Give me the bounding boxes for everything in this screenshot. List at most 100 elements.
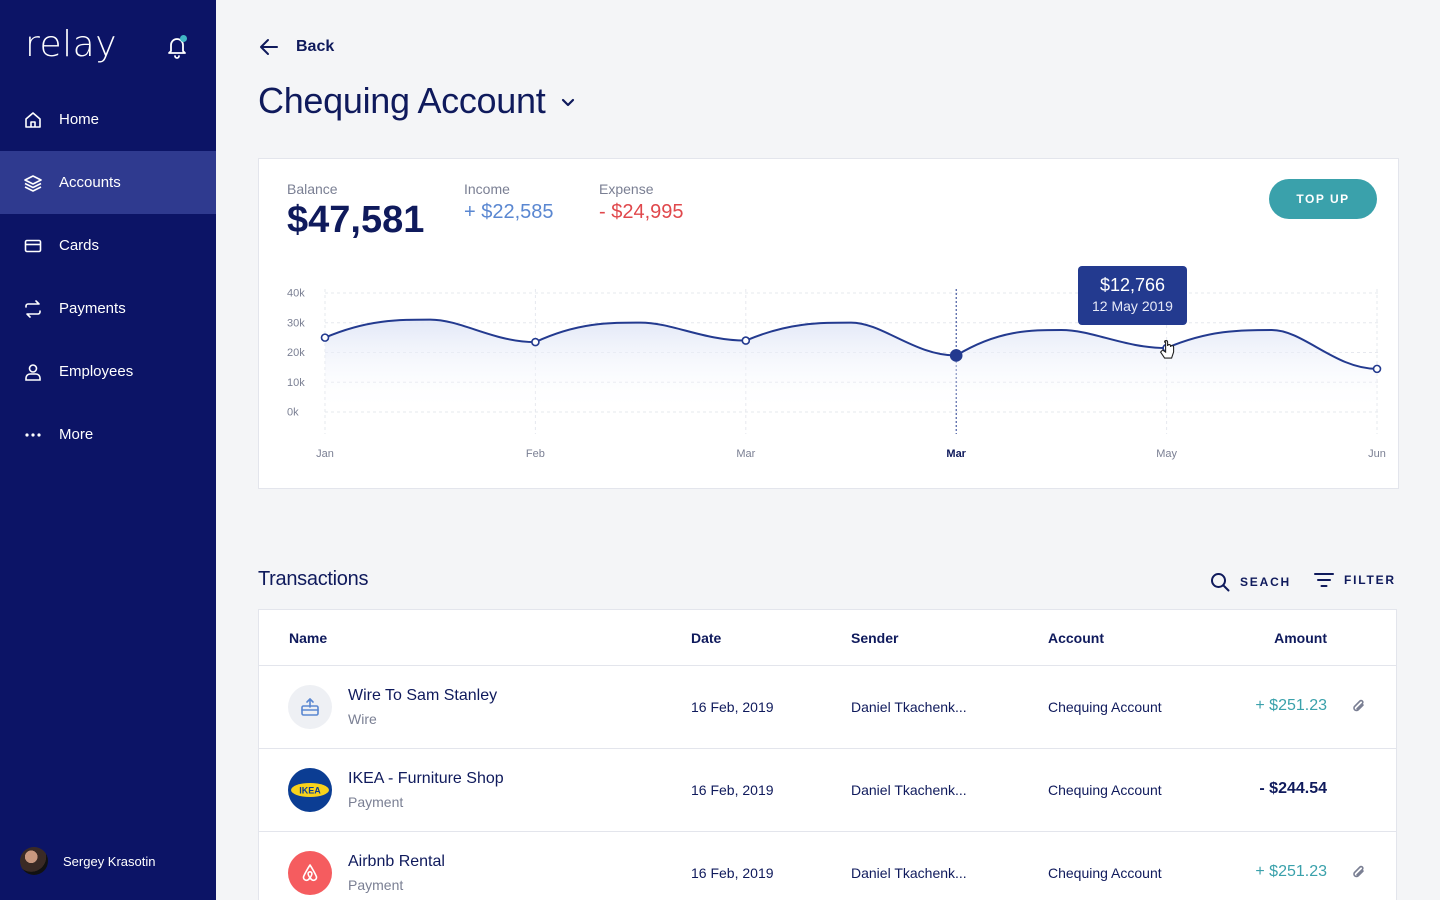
x-tick-label: Jun [1368, 448, 1386, 460]
x-tick-label: Feb [526, 448, 545, 460]
transaction-type: Payment [348, 794, 404, 810]
sidebar-item-accounts[interactable]: Accounts [0, 151, 216, 214]
expense-stat: Expense - $24,995 [599, 181, 684, 224]
transaction-amount: + $251.23 [1255, 697, 1327, 714]
x-tick-label: May [1156, 448, 1177, 460]
sidebar-item-label: Employees [59, 363, 134, 380]
sidebar-item-label: Cards [59, 237, 100, 254]
arrow-left-icon [260, 39, 278, 55]
balance-value: $47,581 [287, 199, 425, 241]
page-title: Chequing Account [258, 80, 546, 121]
paperclip-icon[interactable] [1352, 864, 1366, 885]
chevron-down-icon[interactable] [561, 95, 575, 113]
page-title-row: Chequing Account [258, 80, 575, 122]
sidebar-item-label: Accounts [59, 174, 121, 191]
table-row[interactable]: IKEA IKEA - Furniture Shop Payment 16 Fe… [259, 748, 1396, 831]
income-stat: Income + $22,585 [464, 181, 554, 224]
transaction-sender: Daniel Tkachenk... [851, 782, 967, 798]
column-header-date[interactable]: Date [691, 630, 722, 646]
sidebar-item-payments[interactable]: Payments [0, 277, 216, 340]
transactions-title: Transactions [258, 568, 369, 590]
hand-cursor-icon [1159, 340, 1175, 359]
transaction-account: Chequing Account [1048, 782, 1162, 798]
transaction-name: Wire To Sam Stanley [348, 687, 498, 704]
transaction-account: Chequing Account [1048, 865, 1162, 881]
card-icon [24, 237, 42, 255]
balance-stat: Balance $47,581 [287, 181, 424, 242]
user-profile[interactable]: Sergey Krasotin [20, 847, 156, 875]
sidebar-item-home[interactable]: Home [0, 88, 216, 151]
y-tick-label: 0k [287, 407, 299, 419]
transactions-table: Name Date Sender Account Amount Wire To … [258, 609, 1397, 900]
table-row[interactable]: Airbnb Rental Payment 16 Feb, 2019 Danie… [259, 831, 1396, 900]
transaction-sender: Daniel Tkachenk... [851, 699, 967, 715]
transaction-date: 16 Feb, 2019 [691, 699, 774, 715]
chart-point [1372, 364, 1382, 374]
sidebar-item-employees[interactable]: Employees [0, 340, 216, 403]
notification-bell-icon[interactable] [164, 34, 190, 60]
sidebar-nav: Home Accounts Cards Payments Employees [0, 88, 216, 466]
transaction-type: Wire [348, 711, 377, 727]
balance-label: Balance [287, 181, 338, 197]
transaction-sender: Daniel Tkachenk... [851, 865, 967, 881]
chart-point [741, 336, 751, 345]
income-label: Income [464, 181, 510, 197]
transaction-date: 16 Feb, 2019 [691, 782, 774, 798]
transaction-amount: + $251.23 [1255, 863, 1327, 880]
user-name: Sergey Krasotin [63, 853, 156, 869]
search-icon [1211, 573, 1230, 592]
filter-icon [1314, 573, 1334, 587]
expense-value: - $24,995 [599, 201, 684, 223]
chart-point [531, 337, 540, 347]
column-header-account[interactable]: Account [1048, 630, 1104, 646]
sidebar-item-cards[interactable]: Cards [0, 214, 216, 277]
tooltip-date: 12 May 2019 [1092, 298, 1173, 314]
airbnb-logo [288, 851, 332, 895]
transaction-name: Airbnb Rental [348, 853, 445, 870]
user-icon [24, 363, 42, 381]
column-header-sender[interactable]: Sender [851, 630, 899, 646]
avatar [20, 847, 48, 875]
back-button[interactable]: Back [258, 36, 334, 58]
account-summary-card: Balance $47,581 Income + $22,585 Expense… [258, 158, 1399, 489]
income-value: + $22,585 [464, 201, 554, 223]
svg-text:IKEA: IKEA [299, 786, 321, 796]
y-tick-label: 30k [287, 317, 305, 329]
column-header-amount[interactable]: Amount [1274, 630, 1327, 646]
chart-point-selected [949, 349, 963, 362]
search-button[interactable]: SEACH [1210, 572, 1291, 592]
ikea-logo: IKEA [288, 768, 332, 812]
chart-tooltip: $12,766 12 May 2019 [1078, 266, 1187, 325]
chart-series-line [324, 318, 1378, 370]
notification-dot [180, 35, 187, 42]
balance-line-chart: 40k 30k 20k 10k 0k Jan Feb Mar Mar May Jun [287, 288, 1386, 461]
home-icon [24, 111, 42, 129]
sidebar-item-label: Payments [59, 300, 126, 317]
transaction-account: Chequing Account [1048, 699, 1162, 715]
sidebar-item-label: Home [59, 111, 100, 128]
more-dots-icon [24, 426, 42, 444]
brand-logo[interactable]: relay [25, 24, 118, 65]
search-label: SEACH [1240, 575, 1292, 589]
filter-label: FILTER [1344, 573, 1396, 587]
table-row[interactable]: Wire To Sam Stanley Wire 16 Feb, 2019 Da… [259, 665, 1396, 748]
x-tick-label: Jan [316, 448, 334, 460]
transaction-type: Payment [348, 877, 404, 893]
wire-icon [288, 685, 332, 729]
expense-label: Expense [599, 181, 654, 197]
y-tick-label: 10k [287, 377, 305, 389]
top-up-button[interactable]: TOP UP [1269, 179, 1377, 219]
transfer-icon [24, 299, 42, 318]
sidebar-item-more[interactable]: More [0, 403, 216, 466]
sidebar: relay Home Accounts Cards [0, 0, 216, 900]
filter-button[interactable]: FILTER [1314, 572, 1396, 588]
transaction-amount: - $244.54 [1259, 780, 1327, 797]
back-label: Back [296, 38, 335, 55]
transaction-date: 16 Feb, 2019 [691, 865, 774, 881]
paperclip-icon[interactable] [1352, 698, 1366, 719]
sidebar-item-label: More [59, 426, 94, 443]
column-header-name[interactable]: Name [289, 630, 328, 646]
x-tick-label: Mar [736, 448, 755, 460]
tooltip-value: $12,766 [1099, 275, 1166, 295]
x-tick-label: Mar [946, 448, 966, 460]
